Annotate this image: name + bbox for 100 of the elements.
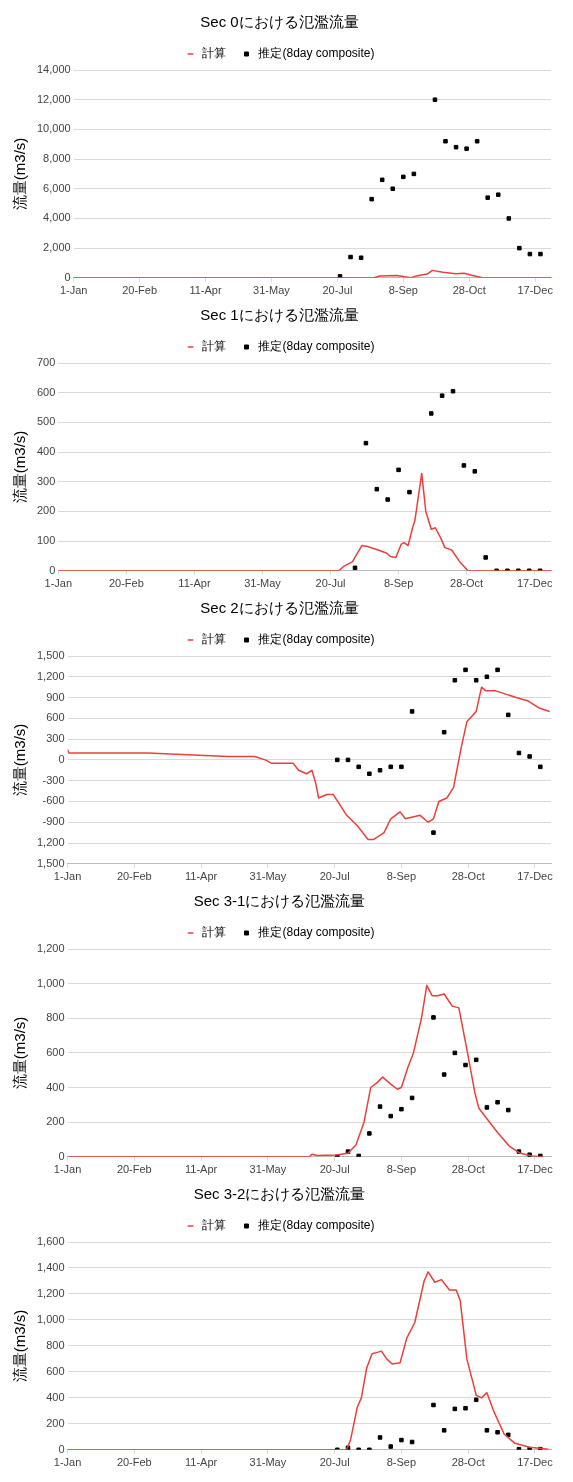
point: [407, 489, 412, 495]
x-tick-label: 20-Feb: [116, 1456, 152, 1469]
point: [464, 146, 469, 151]
x-tick-label: 20-Jul: [315, 577, 346, 590]
y-tick-label: 400: [36, 445, 56, 458]
x-tick-label: 1-Jan: [44, 577, 73, 590]
x-tick-label: 28-Oct: [451, 1163, 485, 1176]
point: [450, 388, 456, 394]
point: [472, 469, 478, 474]
point: [494, 568, 499, 571]
x-tick-label: 11-Apr: [178, 577, 211, 590]
y-tick-label: 800: [46, 1011, 65, 1024]
point: [484, 674, 490, 680]
y-tick-label: 1,600: [37, 1235, 65, 1248]
x-tick-label: 20-Feb: [116, 870, 152, 883]
x-tick-label: 8-Sep: [386, 870, 417, 883]
point: [409, 709, 415, 714]
y-tick-label: 1,200: [37, 836, 65, 849]
y-tick-label: 300: [36, 474, 56, 487]
x-tick-label: 1-Jan: [53, 1163, 82, 1176]
chart-title: Sec 3-1における氾濫流量: [193, 892, 366, 910]
point: [352, 565, 358, 571]
y-axis-title: 流量(m3/s): [11, 723, 29, 797]
y-tick-label: 200: [46, 1115, 65, 1128]
point: [358, 255, 364, 261]
point: [461, 463, 467, 468]
x-tick-label: 11-Apr: [184, 1163, 218, 1176]
x-tick-label: 20-Feb: [108, 577, 144, 590]
x-tick-label: 20-Jul: [319, 870, 350, 883]
y-tick-label: 4,000: [43, 211, 71, 224]
point: [411, 171, 417, 177]
point: [431, 1015, 436, 1020]
y-tick-label: 1,000: [37, 1312, 65, 1325]
point: [377, 768, 383, 773]
y-tick-label: 1,200: [37, 669, 65, 682]
x-tick-label: 28-Oct: [450, 577, 484, 590]
point: [388, 764, 393, 770]
x-tick-label: 8-Sep: [386, 1163, 417, 1176]
y-tick-label: 900: [46, 690, 65, 703]
x-tick-label: 28-Oct: [451, 870, 485, 883]
point: [409, 1095, 415, 1101]
x-tick-label: 20-Jul: [322, 284, 353, 297]
y-tick-label: 0: [64, 270, 71, 283]
point: [516, 568, 521, 571]
point: [432, 97, 438, 102]
point: [495, 1099, 500, 1105]
point: [473, 677, 479, 683]
y-tick-label: 2,000: [43, 241, 71, 254]
x-tick-label: 31-May: [249, 870, 287, 883]
chart-title: Sec 3-2における氾濫流量: [193, 1185, 366, 1203]
x-tick-label: 31-May: [249, 1456, 287, 1469]
point: [356, 764, 361, 770]
point: [505, 712, 511, 718]
point: [474, 138, 480, 144]
point: [335, 757, 340, 763]
legend-label: 推定(8day composite): [258, 632, 375, 647]
x-tick-label: 1-Jan: [53, 1456, 82, 1469]
y-tick-label: 200: [46, 1416, 65, 1429]
legend-label: 計算: [202, 46, 227, 61]
y-tick-label: 1,500: [37, 856, 65, 869]
point: [441, 729, 447, 735]
point: [443, 138, 448, 144]
point: [396, 467, 401, 473]
y-tick-label: 1,500: [37, 649, 65, 662]
x-tick-label: 17-Dec: [517, 284, 554, 297]
x-tick-label: 1-Jan: [59, 284, 88, 297]
x-tick-label: 8-Sep: [388, 284, 418, 297]
x-tick-label: 20-Jul: [319, 1163, 350, 1176]
y-tick-label: 600: [36, 385, 56, 398]
y-tick-label: 400: [46, 1390, 65, 1403]
point: [495, 192, 501, 197]
x-tick-label: 31-May: [253, 284, 291, 297]
y-tick-label: 12,000: [36, 92, 71, 105]
x-tick-label: 11-Apr: [184, 870, 218, 883]
y-tick-label: 1,000: [37, 976, 65, 989]
x-tick-label: 20-Feb: [116, 1163, 152, 1176]
chart-title: Sec 0における氾濫流量: [200, 13, 359, 31]
legend-label: 推定(8day composite): [258, 1218, 375, 1233]
point: [485, 195, 490, 200]
y-axis-title: 流量(m3/s): [11, 1016, 29, 1090]
x-tick-label: 1-Jan: [53, 870, 82, 883]
legend-label: 推定(8day composite): [258, 925, 375, 940]
y-tick-label: -900: [42, 815, 65, 828]
point: [367, 771, 372, 777]
y-axis-title: 流量(m3/s): [11, 430, 29, 504]
y-tick-label: 400: [46, 1080, 65, 1093]
point: [385, 497, 390, 502]
x-tick-label: 11-Apr: [184, 1456, 218, 1469]
point: [399, 764, 404, 770]
point: [483, 555, 488, 560]
x-tick-label: 8-Sep: [383, 577, 414, 590]
point: [439, 393, 445, 398]
point: [538, 764, 543, 770]
y-tick-label: 200: [36, 504, 56, 517]
point: [473, 1057, 479, 1063]
x-tick-label: 11-Apr: [189, 284, 222, 297]
point: [401, 174, 406, 180]
y-tick-label: 600: [46, 711, 65, 724]
y-axis-title: 流量(m3/s): [11, 1309, 29, 1383]
y-tick-label: 1,400: [37, 1261, 65, 1274]
